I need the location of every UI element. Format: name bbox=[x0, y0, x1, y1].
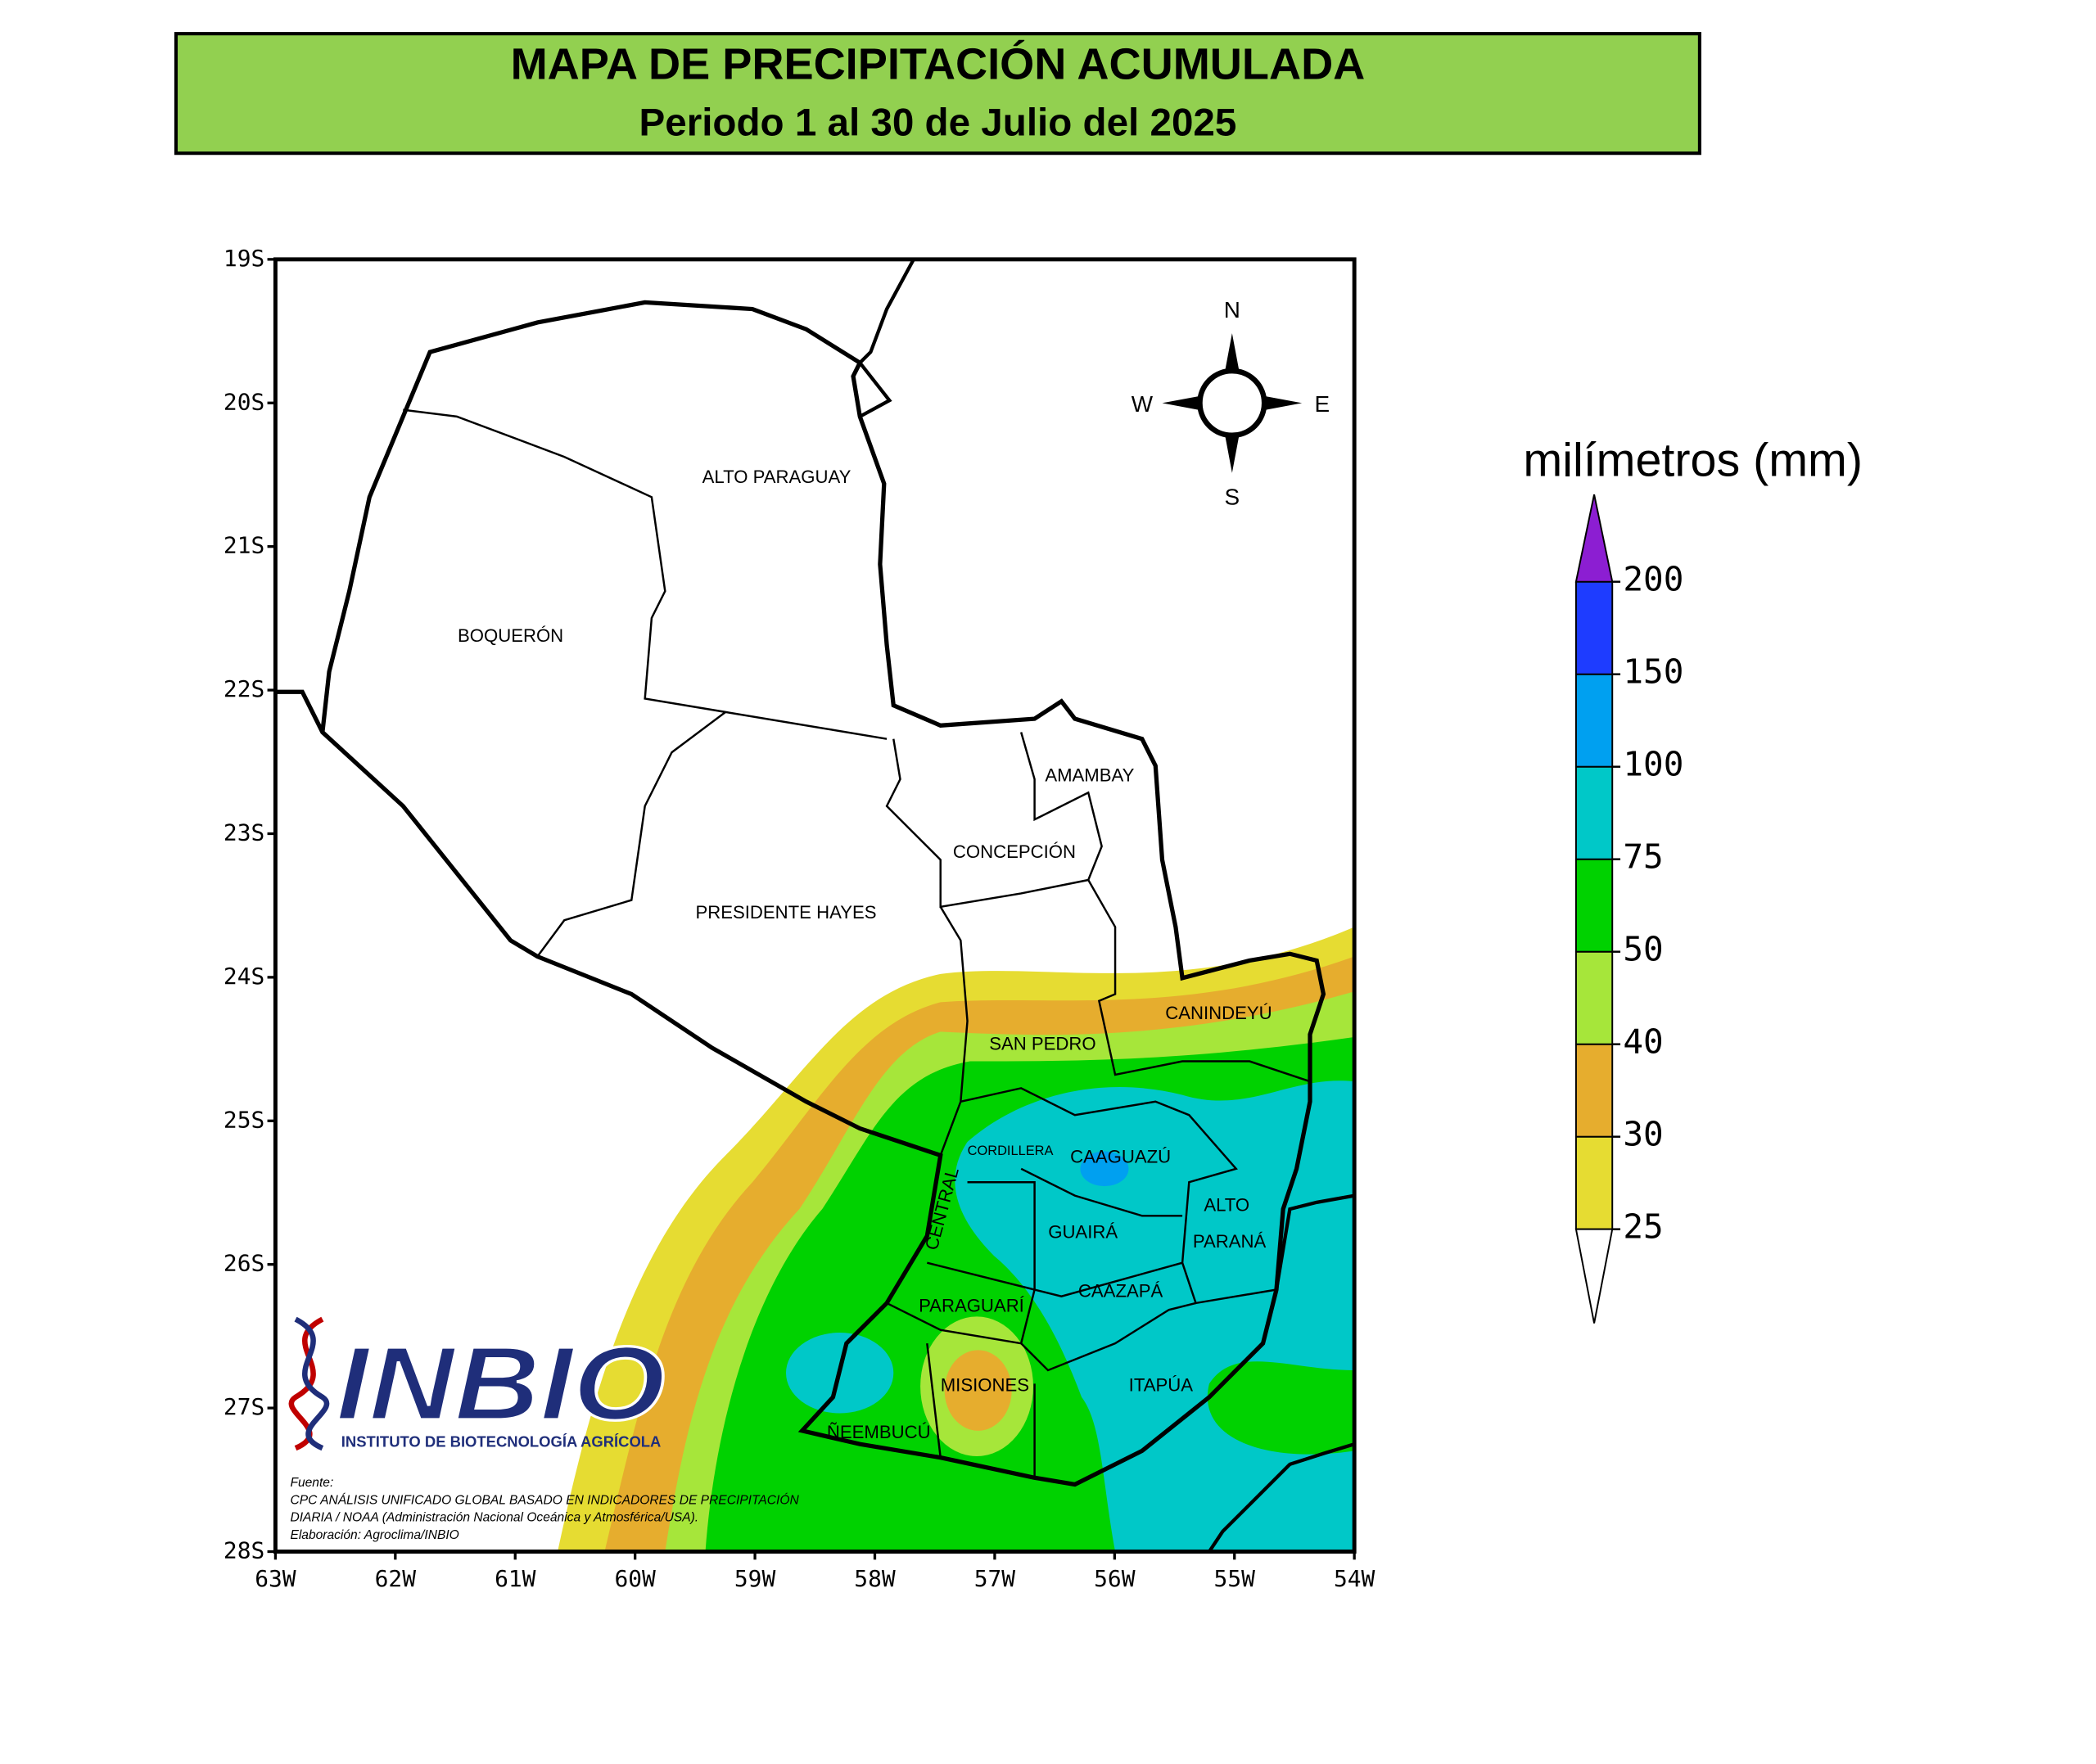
lat-label: 23S bbox=[224, 819, 264, 846]
lat-label: 22S bbox=[224, 675, 264, 702]
legend-label: 50 bbox=[1623, 930, 1663, 969]
region-label: AMAMBAY bbox=[1045, 765, 1134, 785]
country-border bbox=[275, 300, 1326, 1487]
compass-label: S bbox=[1225, 484, 1240, 509]
legend-arrow-top bbox=[1574, 494, 1614, 583]
legend-swatch bbox=[1574, 580, 1614, 675]
compass-label: N bbox=[1224, 297, 1240, 323]
logo-subtitle: INSTITUTO DE BIOTECNOLOGÍA AGRÍCOLA bbox=[341, 1432, 662, 1450]
lon-label: 59W bbox=[734, 1565, 776, 1592]
map-frame bbox=[273, 257, 1357, 1554]
department-border bbox=[536, 711, 726, 958]
lon-label: 62W bbox=[375, 1565, 417, 1592]
lon-label: 58W bbox=[854, 1565, 896, 1592]
lat-label: 24S bbox=[224, 963, 264, 990]
department-border bbox=[403, 408, 888, 740]
legend-label: 75 bbox=[1623, 837, 1663, 877]
region-label: ITAPÚA bbox=[1129, 1375, 1194, 1396]
lat-label: 25S bbox=[224, 1106, 264, 1133]
legend-swatch bbox=[1574, 673, 1614, 768]
legend-arrow-bottom bbox=[1574, 1228, 1614, 1324]
boundaries bbox=[275, 259, 1355, 1552]
title: MAPA DE PRECIPITACIÓN ACUMULADA bbox=[511, 39, 1366, 88]
legend-label: 25 bbox=[1623, 1207, 1663, 1247]
department-border bbox=[960, 1087, 1277, 1305]
legend-swatch bbox=[1574, 765, 1614, 860]
legend-swatch bbox=[1574, 950, 1614, 1045]
precipitation-field bbox=[558, 927, 1355, 1552]
legend-label: 150 bbox=[1623, 652, 1683, 692]
lat-label: 28S bbox=[224, 1537, 264, 1564]
neighbor-border bbox=[1208, 1442, 1355, 1552]
region-label: ALTO PARAGUAY bbox=[702, 467, 852, 487]
legend-title: milímetros (mm) bbox=[1523, 434, 1863, 486]
region-label: PARANÁ bbox=[1193, 1231, 1267, 1252]
lon-label: 63W bbox=[255, 1565, 296, 1592]
logo-helix bbox=[294, 1316, 330, 1451]
source-line: DIARIA / NOAA (Administración Nacional O… bbox=[290, 1511, 698, 1525]
region-label: PARAGUARÍ bbox=[919, 1296, 1025, 1316]
compass-ring bbox=[1197, 368, 1267, 439]
source-line: Elaboración: Agroclima/INBIO bbox=[290, 1528, 458, 1542]
region-label: MISIONES bbox=[941, 1375, 1029, 1396]
department-border bbox=[927, 1261, 1196, 1372]
lon-label: 61W bbox=[495, 1565, 536, 1592]
logo: INBIO INSTITUTO DE BIOTECNOLOGÍA AGRÍCOL… bbox=[288, 1316, 666, 1451]
lat-label: 20S bbox=[224, 388, 264, 415]
region-label: CAAZAPÁ bbox=[1078, 1281, 1163, 1302]
lon-label: 56W bbox=[1094, 1565, 1136, 1592]
compass: N E S W bbox=[1132, 297, 1330, 509]
legend: 25 30 40 50 75 100 150 200 bbox=[1574, 494, 1683, 1324]
department-border bbox=[967, 1181, 1183, 1297]
region-label: ÑEEMBUCÚ bbox=[827, 1422, 931, 1442]
compass-label: W bbox=[1132, 391, 1154, 417]
precip-zone bbox=[955, 1081, 1355, 1552]
region-label: GUAIRÁ bbox=[1048, 1221, 1118, 1242]
region-label: ALTO bbox=[1204, 1195, 1249, 1216]
legend-label: 200 bbox=[1623, 560, 1683, 599]
precip-zone bbox=[1080, 1151, 1129, 1187]
region-label: PRESIDENTE HAYES bbox=[695, 902, 876, 923]
neighbor-border bbox=[857, 259, 915, 418]
legend-label: 40 bbox=[1623, 1022, 1663, 1062]
source-line: Fuente: bbox=[290, 1476, 333, 1490]
lon-label: 60W bbox=[614, 1565, 656, 1592]
title-box bbox=[174, 32, 1701, 156]
neighbor-border bbox=[1274, 1193, 1355, 1290]
region-label: CONCEPCIÓN bbox=[953, 841, 1076, 862]
region-label: CORDILLERA bbox=[968, 1144, 1054, 1158]
lat-label: 27S bbox=[224, 1393, 264, 1420]
lat-label: 19S bbox=[224, 245, 264, 272]
region-label: CAAGUAZÚ bbox=[1070, 1147, 1171, 1167]
legend-label: 30 bbox=[1623, 1115, 1663, 1154]
logo-name: INBIO bbox=[336, 1325, 665, 1442]
department-borders bbox=[403, 408, 1311, 1478]
department-border bbox=[885, 732, 1103, 909]
legend-swatch bbox=[1574, 858, 1614, 953]
legend-swatch bbox=[1574, 1135, 1614, 1230]
precip-zone bbox=[944, 1350, 1012, 1431]
region-label: CANINDEYÚ bbox=[1165, 1003, 1272, 1023]
compass-label: E bbox=[1314, 391, 1330, 417]
legend-label: 100 bbox=[1623, 745, 1683, 784]
region-label: SAN PEDRO bbox=[989, 1034, 1095, 1054]
lat-label: 21S bbox=[224, 532, 264, 559]
department-border bbox=[886, 1302, 1022, 1345]
lat-label: 26S bbox=[224, 1250, 264, 1277]
source-line: CPC ANÁLISIS UNIFICADO GLOBAL BASADO EN … bbox=[290, 1491, 799, 1507]
lon-label: 54W bbox=[1334, 1565, 1376, 1592]
subtitle: Periodo 1 al 30 de Julio del 2025 bbox=[639, 101, 1237, 144]
department-border bbox=[926, 1343, 942, 1458]
lon-label: 55W bbox=[1214, 1565, 1256, 1592]
lon-label: 57W bbox=[974, 1565, 1016, 1592]
legend-swatch bbox=[1574, 1043, 1614, 1138]
department-border bbox=[1087, 879, 1311, 1083]
region-label: BOQUERÓN bbox=[458, 625, 563, 646]
department-border bbox=[1020, 1167, 1183, 1217]
department-border bbox=[939, 906, 969, 1156]
